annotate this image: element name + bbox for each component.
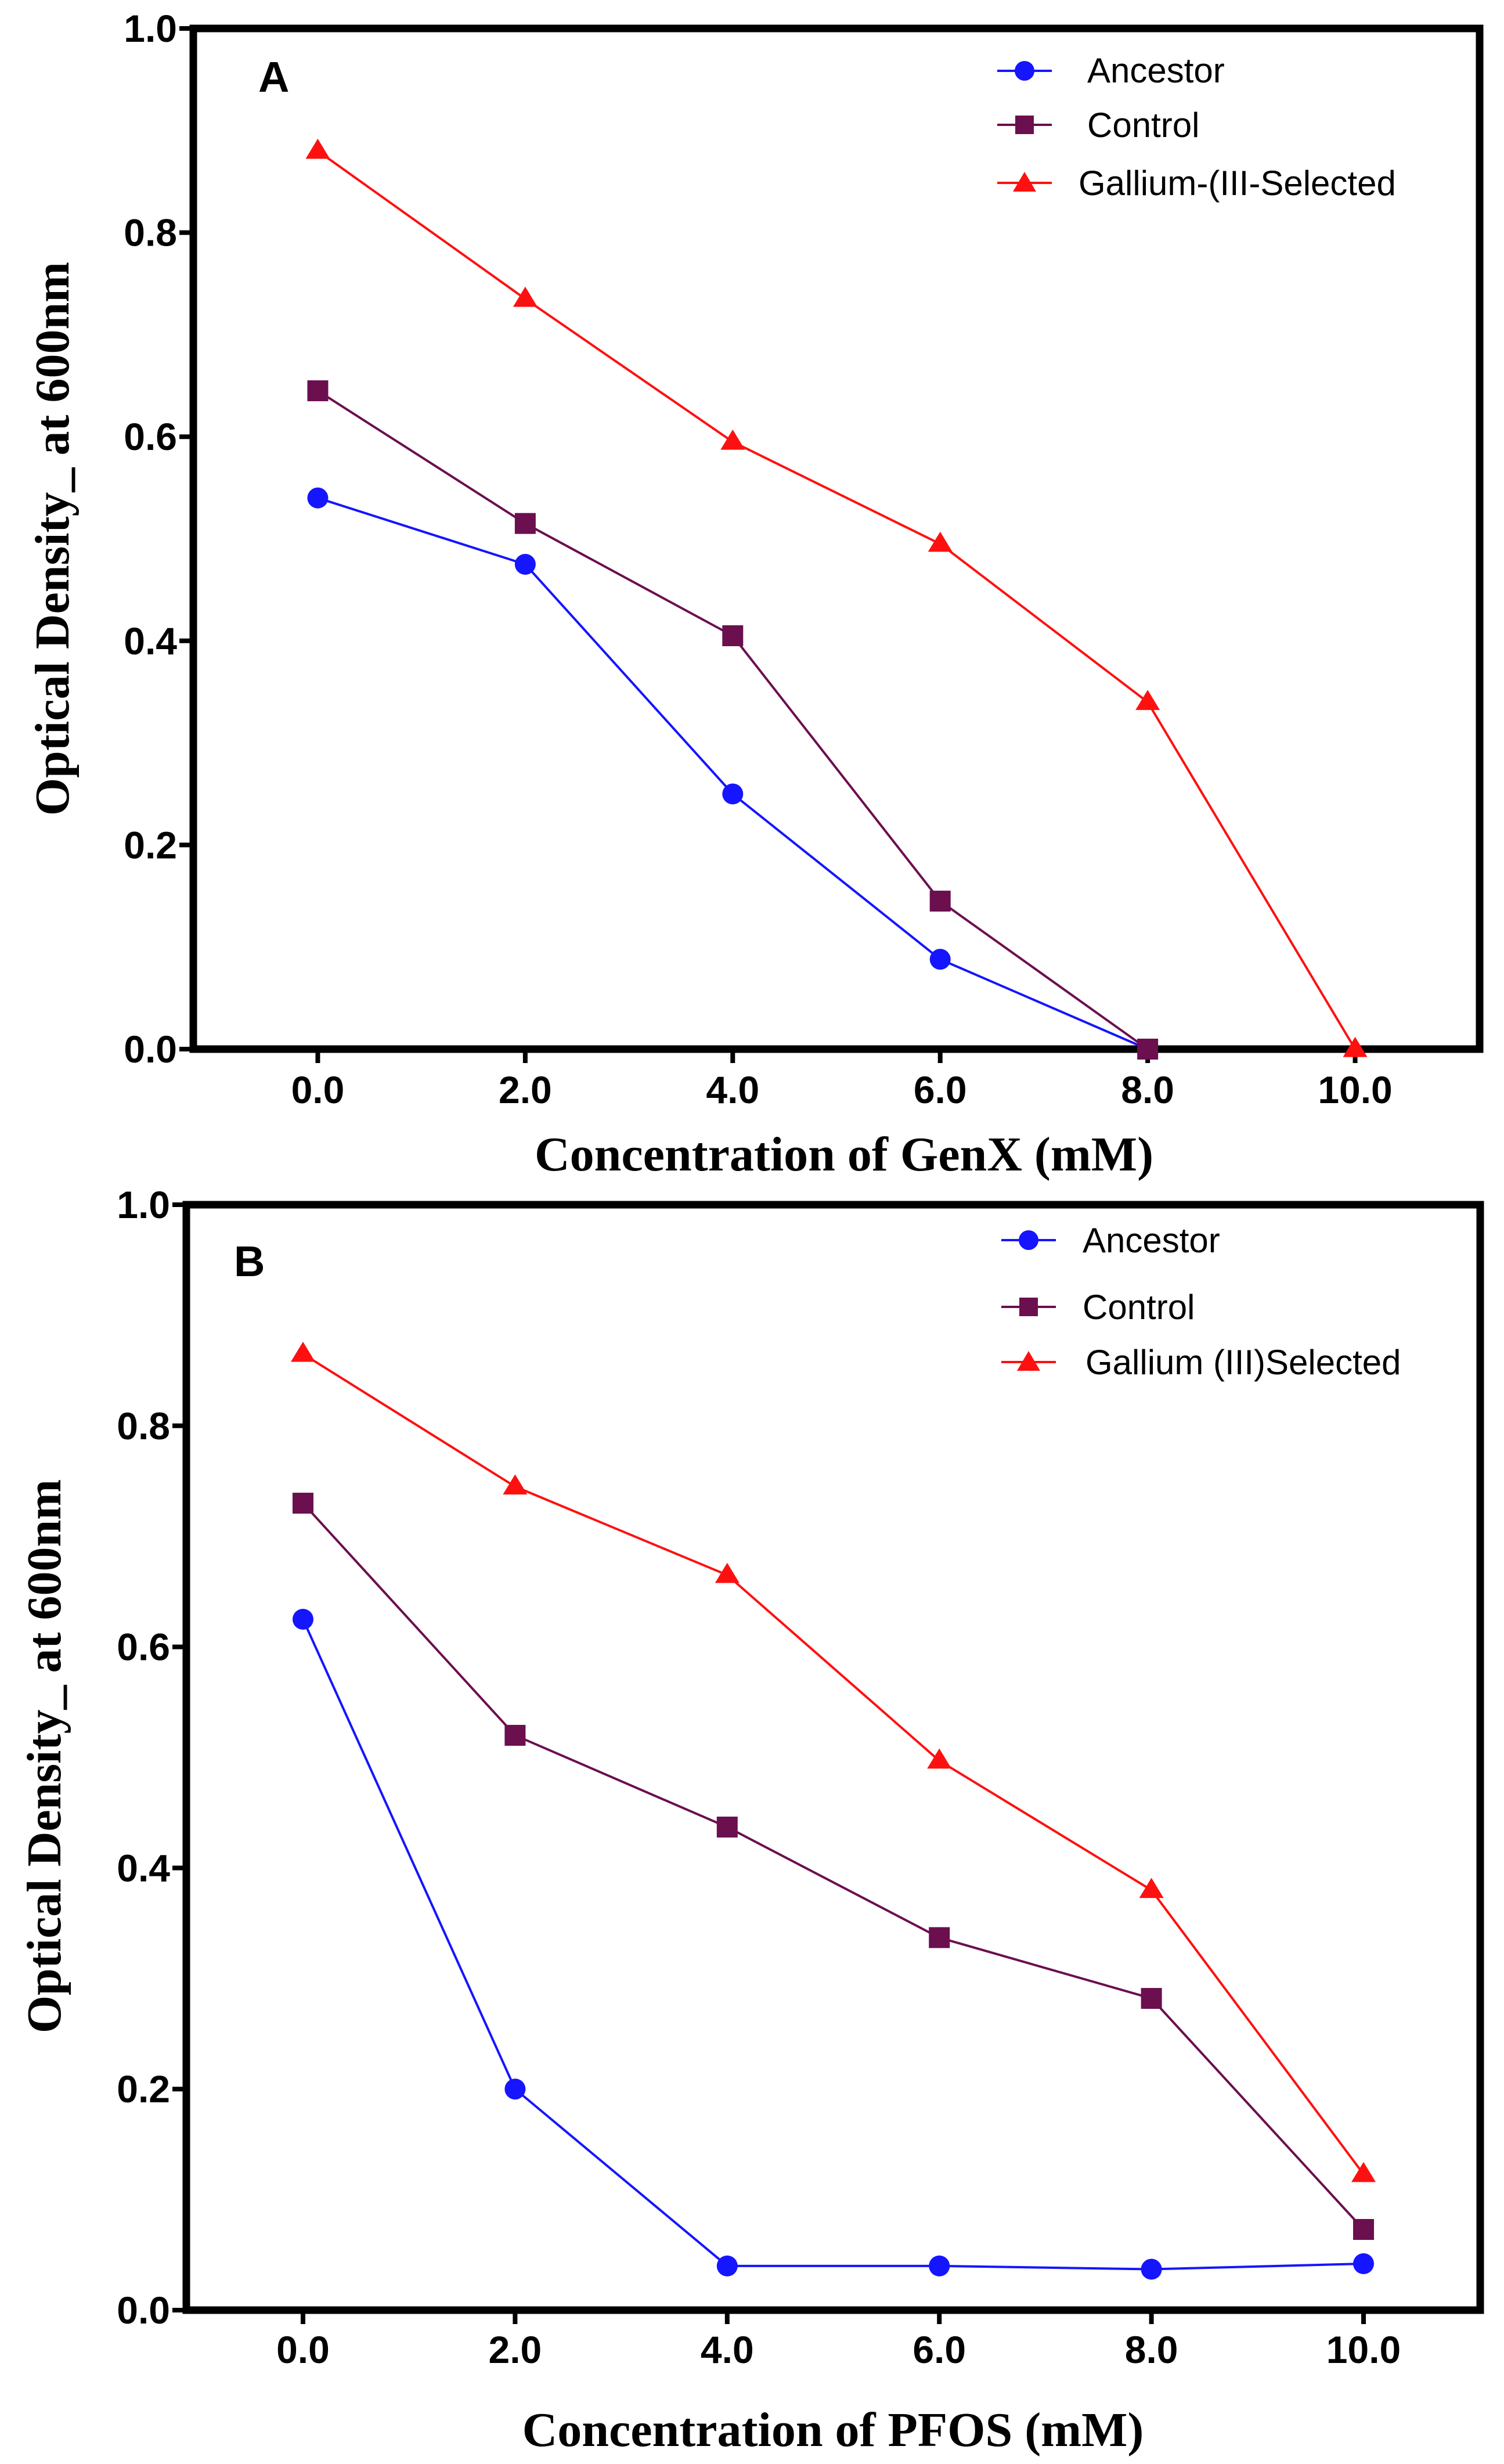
panel-a-data-point-gallium-iii-selected-4: [720, 429, 745, 450]
panel-a-frame: [189, 24, 1484, 1053]
panel-b-x-axis-title: Concentration of PFOS (mM): [522, 2403, 1144, 2457]
panel-a-y-tick-label: 0.6: [124, 415, 177, 458]
panel-b: B Optical Density_ at 600nm Concentratio…: [17, 1183, 1484, 2457]
panel-a-data-point-control-6: [929, 891, 951, 912]
panel-b-data-point-control-8: [1141, 1988, 1162, 2009]
panel-a-data-point-gallium-iii-selected-2: [513, 286, 538, 307]
legend-control-label: Control: [1083, 1288, 1195, 1327]
panel-b-data-point-control-2: [504, 1724, 526, 1746]
panel-a-data-point-ancestor-6: [929, 949, 951, 970]
panel-a-series-line-gallium-iii-selected: [317, 150, 1357, 1050]
panel-b-data-point-ancestor-2: [504, 2078, 526, 2100]
panel-b-series-line-control: [302, 1502, 1365, 2231]
panel-a-data-point-control-8: [1137, 1039, 1159, 1060]
panel-b-data-point-gallium-iii-selected-8: [1139, 1878, 1164, 1899]
panel-b-y-tick-label: 0.8: [117, 1404, 170, 1447]
panel-a-y-tick-label: 0.0: [124, 1028, 177, 1071]
panel-a-x-tick-label: 0.0: [291, 1068, 345, 1111]
panel-b-data-point-control-10: [1353, 2219, 1375, 2240]
panel-b-data-point-ancestor-8: [1141, 2258, 1162, 2280]
panel-b-data-point-gallium-iii-selected-0: [290, 1341, 315, 1362]
legend-ancestor-label: Ancestor: [1083, 1221, 1220, 1260]
panel-a-data-point-gallium-iii-selected-10: [1343, 1036, 1368, 1057]
legend-ancestor-marker: [1015, 61, 1034, 81]
legend-ancestor-marker: [1019, 1230, 1038, 1250]
panel-a-data-point-gallium-iii-selected-0: [305, 138, 330, 159]
panel-b-x-tick-label: 2.0: [489, 2328, 542, 2371]
panel-b-data-point-control-0: [292, 1493, 313, 1514]
panel-b-data-point-ancestor-10: [1353, 2253, 1375, 2275]
panel-b-data-point-ancestor-6: [929, 2255, 950, 2276]
panel-a-data-point-gallium-iii-selected-8: [1135, 690, 1160, 710]
panel-a-x-axis-title: Concentration of GenX (mM): [535, 1127, 1153, 1181]
panel-b-data-point-gallium-iii-selected-2: [503, 1474, 528, 1495]
panel-b-x-tick-label: 0.0: [276, 2328, 330, 2371]
panel-b-series-line-ancestor: [302, 1619, 1364, 2271]
legend-control-label: Control: [1087, 106, 1199, 145]
panel-a-data-point-ancestor-0: [307, 487, 329, 509]
panel-b-x-axis: 0.0 2.0 4.0 6.0 8.0 10.0: [276, 2310, 1401, 2371]
panel-a-x-tick-label: 8.0: [1121, 1068, 1174, 1111]
panel-b-y-tick-label: 0.6: [117, 1626, 170, 1669]
legend-gallium-label: Gallium-(III-Selected: [1079, 164, 1396, 203]
panel-b-data-point-control-6: [929, 1927, 950, 1948]
legend-control-marker: [1019, 1298, 1038, 1316]
panel-b-series-line-gallium-iii-selected: [302, 1353, 1365, 2175]
panel-a-plot-area: [305, 138, 1368, 1060]
panel-b-label: B: [234, 1237, 265, 1285]
panel-a: A Optical Density_ at 600nm Concentratio…: [26, 7, 1484, 1181]
panel-b-data-point-control-4: [716, 1816, 738, 1838]
legend-gallium-marker: [1013, 172, 1036, 192]
panel-a-series-line-ancestor: [317, 496, 1148, 1050]
panel-b-y-axis-title: Optical Density_ at 600nm: [17, 1479, 71, 2033]
panel-b-x-tick-label: 6.0: [913, 2328, 966, 2371]
panel-a-series-line-control: [317, 390, 1149, 1050]
legend-control-marker: [1015, 116, 1034, 134]
panel-b-y-tick-label: 0.2: [117, 2067, 170, 2110]
panel-b-data-point-ancestor-0: [292, 1609, 313, 1630]
panel-a-y-tick-label: 1.0: [124, 7, 177, 50]
panel-a-label: A: [258, 53, 289, 101]
panel-b-y-tick-label: 1.0: [117, 1183, 170, 1226]
panel-a-data-point-gallium-iii-selected-6: [928, 531, 953, 552]
legend-ancestor-label: Ancestor: [1087, 51, 1225, 90]
panel-b-data-point-gallium-iii-selected-6: [927, 1748, 952, 1769]
panel-b-plot-area: [290, 1341, 1376, 2280]
panel-a-data-point-control-2: [514, 513, 536, 534]
panel-a-x-tick-label: 4.0: [706, 1068, 759, 1111]
panel-a-y-tick-label: 0.2: [124, 823, 177, 866]
panel-b-x-tick-label: 8.0: [1125, 2328, 1178, 2371]
legend-gallium-marker: [1017, 1351, 1040, 1371]
panel-b-y-tick-label: 0.0: [117, 2289, 170, 2332]
panel-b-data-point-gallium-iii-selected-4: [715, 1562, 740, 1583]
panel-b-x-tick-label: 4.0: [701, 2328, 754, 2371]
panel-b-frame: [182, 1201, 1484, 2314]
panel-a-x-axis: 0.0 2.0 4.0 6.0 8.0 10.0: [291, 1049, 1393, 1111]
panel-a-x-tick-label: 10.0: [1318, 1068, 1392, 1111]
panel-a-data-point-control-0: [307, 380, 329, 402]
panel-a-data-point-ancestor-2: [514, 553, 536, 575]
panel-a-y-axis-title: Optical Density_ at 600nm: [26, 262, 80, 816]
panel-a-y-tick-label: 0.8: [124, 211, 177, 254]
panel-a-x-tick-label: 6.0: [914, 1068, 967, 1111]
panel-a-data-point-ancestor-4: [722, 783, 744, 805]
panel-b-data-point-ancestor-4: [716, 2255, 738, 2276]
panel-a-legend: Ancestor Control Gallium-(III-Selected: [997, 51, 1396, 203]
panel-b-legend: Ancestor Control Gallium (III)Selected: [1001, 1221, 1401, 1382]
panel-a-data-point-control-4: [722, 625, 744, 647]
panel-b-y-tick-label: 0.4: [117, 1846, 170, 1889]
panel-b-x-tick-label: 10.0: [1326, 2328, 1401, 2371]
panel-a-y-axis: 0.0 0.2 0.4 0.6 0.8 1.0: [124, 7, 193, 1071]
panel-b-data-point-gallium-iii-selected-10: [1351, 2162, 1376, 2182]
legend-gallium-label: Gallium (III)Selected: [1085, 1343, 1401, 1382]
panel-a-x-tick-label: 2.0: [499, 1068, 552, 1111]
panel-a-y-tick-label: 0.4: [124, 619, 177, 662]
panel-b-y-axis: 0.0 0.2 0.4 0.6 0.8 1.0: [117, 1183, 186, 2332]
